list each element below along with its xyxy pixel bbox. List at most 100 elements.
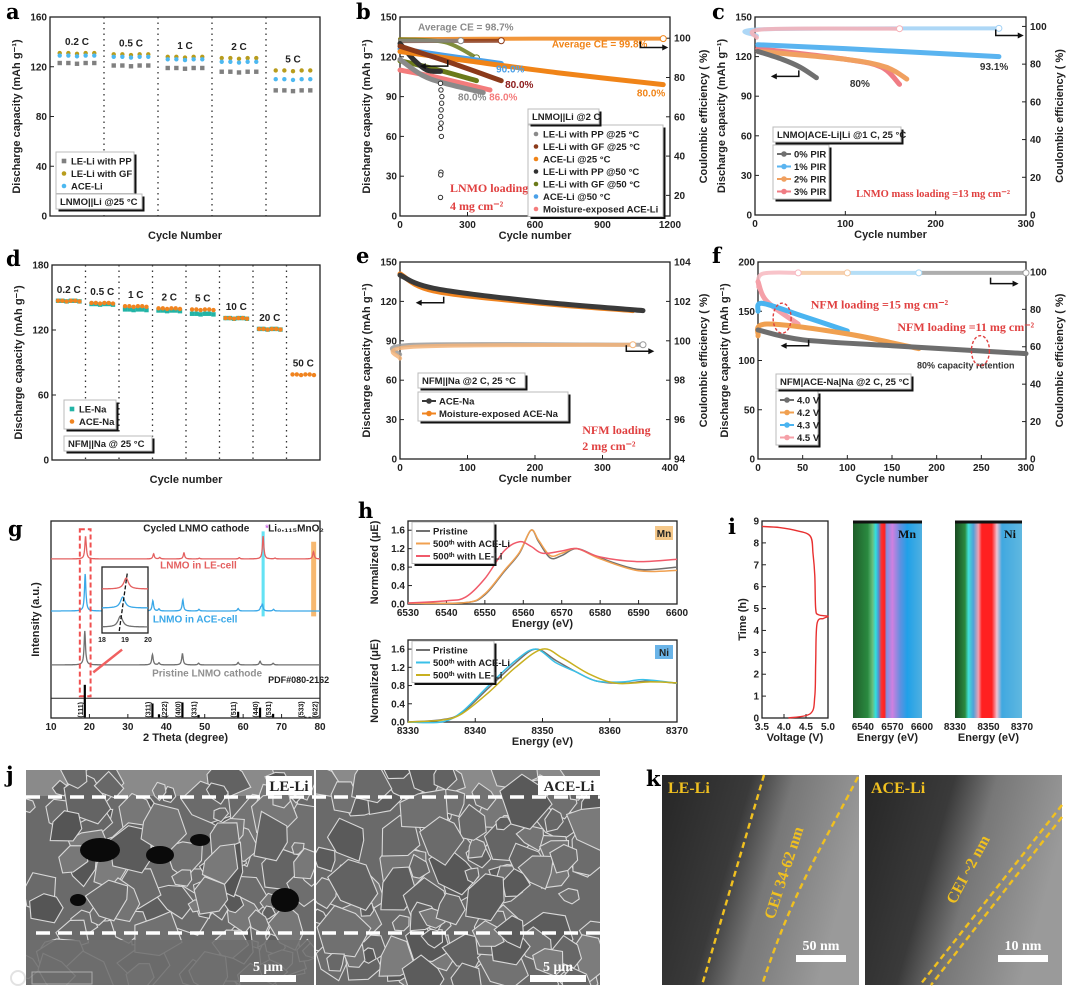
data-point	[299, 68, 304, 73]
xas-spectrum	[407, 540, 678, 604]
legend-marker	[426, 398, 432, 404]
y-axis-label: Discharge capacity (mAh g⁻¹)	[13, 285, 25, 440]
data-point	[211, 307, 216, 313]
data-point	[533, 169, 539, 174]
data-point	[122, 307, 128, 312]
ce-end-marker	[915, 269, 923, 277]
y-tick-label: 180	[32, 261, 49, 272]
y-tick-label: 4	[753, 626, 759, 637]
legend-title-box	[772, 126, 902, 143]
data-point	[69, 419, 75, 424]
y2-tick-label: 100	[674, 336, 691, 347]
x-tick-label: 300	[1018, 463, 1035, 474]
legend-label: 4.0 V	[797, 396, 820, 407]
legend-label: 4.3 V	[797, 421, 820, 432]
cei-boundary-line	[700, 774, 766, 986]
x-tick-label: 70	[276, 722, 288, 733]
x-tick-label: 300	[1018, 219, 1035, 230]
y-tick-label: 150	[380, 258, 397, 269]
panel-k-tem: k LE-Li ACE-Li CEI 34-62 nm CEI ~2 nm 50…	[646, 766, 1063, 986]
x-tick-label: 100	[459, 463, 476, 474]
capacity-series-line	[755, 48, 910, 82]
x-tick-label: 8350	[977, 722, 1000, 733]
y-tick-label: 120	[380, 52, 397, 63]
legend-marker	[784, 434, 790, 441]
rate-label: 0.2 C	[65, 37, 89, 48]
capacity-series-line	[755, 300, 850, 334]
x-tick-label: 1200	[659, 220, 682, 231]
y2-tick-label: 80	[674, 73, 686, 84]
legend-box	[417, 391, 569, 422]
x-tick-label: 6550	[474, 608, 497, 619]
legend-title: NFM||Na @ 25 °C	[68, 439, 145, 450]
axis-indicator-arrow-icon	[415, 296, 445, 306]
y-tick-label: 0	[753, 714, 759, 725]
panel-i: 3.5 4.0 4.5 5.0 0 1 2 3 4 5 6 7 8 9 Voltage (V) Time (h…	[728, 514, 1034, 744]
x-axis-label: Energy (eV)	[958, 732, 1019, 744]
data-point	[128, 64, 134, 69]
legend-title-box	[775, 373, 912, 390]
xas-spectrum	[407, 648, 678, 724]
data-point	[438, 107, 444, 113]
y-tick-label: 0.4	[391, 581, 405, 592]
rate-label: 1 C	[177, 41, 193, 52]
inset-tick-label: 20	[144, 637, 152, 644]
element-tag: Ni	[1004, 527, 1017, 541]
xrd-trace	[51, 573, 320, 612]
data-point	[61, 158, 67, 164]
data-point	[128, 55, 134, 60]
data-point	[273, 76, 278, 82]
y-tick-label: 200	[738, 258, 755, 269]
y-tick-label: 6	[753, 582, 759, 593]
y-tick-label: 1.2	[391, 544, 405, 555]
ce-series-line	[749, 26, 902, 40]
data-point	[194, 307, 199, 312]
y2-tick-label: 20	[1030, 173, 1042, 184]
data-point	[244, 316, 250, 321]
y2-tick-label: 94	[674, 455, 686, 466]
data-point	[282, 88, 287, 93]
legend: 4.0 V4.2 V 4.3 V4.5 V NFM|ACE-Na|Na @2 C, …	[775, 373, 914, 448]
data-point	[236, 56, 242, 61]
data-point	[278, 327, 283, 332]
y-tick-label: 1	[753, 692, 759, 703]
legend-box	[63, 399, 117, 430]
panel-letter-a: a	[6, 0, 20, 24]
data-point	[228, 59, 233, 64]
data-point	[93, 300, 99, 306]
element-tag: Mn	[657, 529, 671, 540]
axis-indicator-arrow-icon	[994, 29, 1024, 39]
data-point	[68, 298, 74, 303]
x-tick-label: 300	[459, 220, 476, 231]
y2-axis-label: Coulombic efficiency ( %)	[698, 293, 710, 427]
tem-left-label: LE-Li	[668, 780, 710, 797]
x-tick-label: 600	[527, 220, 544, 231]
tem-left-scale-text: 50 nm	[803, 939, 840, 954]
data-point	[74, 61, 80, 66]
y2-tick-label: 100	[674, 34, 691, 45]
annotation: 80.0%	[458, 93, 486, 104]
data-point	[92, 60, 97, 66]
data-point	[191, 57, 196, 62]
legend-box	[55, 151, 135, 194]
x-tick-label: 20	[84, 722, 96, 733]
data-point	[198, 307, 203, 313]
data-point	[102, 300, 107, 306]
ce-end-marker	[1022, 269, 1030, 277]
y-tick-label: 2	[753, 670, 759, 681]
y2-tick-label: 40	[1030, 135, 1042, 146]
axis-indicator-arrow-icon	[770, 70, 800, 80]
x-tick-label: 400	[662, 463, 679, 474]
ce-end-marker	[896, 25, 904, 33]
plot-frame	[50, 520, 321, 719]
legend-label: LE-Li with PP @50 °C	[543, 167, 639, 178]
ce-series-line	[390, 342, 635, 361]
data-point	[139, 307, 145, 312]
rate-label: 10 C	[226, 302, 247, 313]
data-point	[299, 76, 304, 82]
y-tick-label: 40	[36, 162, 48, 173]
annotation: 80% capacity retention	[917, 360, 1015, 370]
highlight-ellipse	[970, 334, 991, 367]
